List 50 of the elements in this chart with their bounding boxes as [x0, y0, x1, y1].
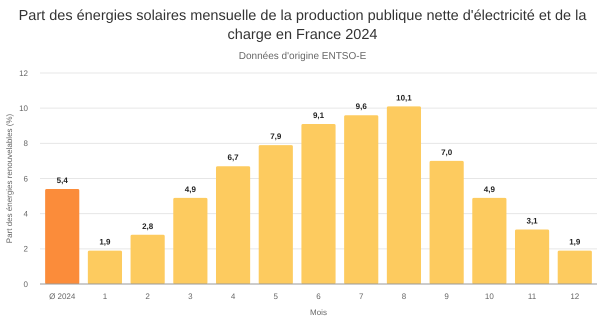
- x-tick-label: 7: [358, 292, 364, 301]
- x-axis-title: Mois: [310, 308, 327, 317]
- y-tick-label: 8: [24, 139, 29, 148]
- data-label: 6,7: [228, 153, 240, 162]
- bar: [88, 250, 122, 284]
- data-label: 4,9: [184, 184, 196, 194]
- bar: [472, 198, 506, 284]
- data-label: 3,1: [526, 216, 538, 226]
- y-axis-title: Part des énergies renouvelables (%): [5, 113, 14, 244]
- bar: [258, 145, 293, 284]
- bar: [216, 166, 250, 284]
- bar: [301, 124, 336, 284]
- x-tick-label: 6: [316, 292, 322, 301]
- y-tick-label: 4: [24, 209, 29, 218]
- data-label: 10,1: [396, 93, 412, 102]
- bar: [430, 160, 464, 284]
- x-tick-label: Ø 2024: [49, 292, 76, 301]
- x-tick-label: 2: [145, 292, 150, 301]
- bar: [45, 189, 80, 284]
- bar: [130, 234, 165, 284]
- x-tick-label: 1: [102, 292, 108, 301]
- x-tick-label: 3: [188, 292, 194, 301]
- y-tick-label: 0: [24, 280, 29, 289]
- y-tick-label: 10: [19, 104, 29, 113]
- x-tick-label: 12: [570, 292, 580, 301]
- y-tick-label: 6: [24, 174, 29, 184]
- data-label: 2,8: [142, 222, 154, 231]
- x-tick-label: 4: [230, 292, 236, 301]
- y-tick-label: 12: [19, 68, 29, 78]
- x-tick-label: 10: [484, 292, 494, 301]
- data-label: 5,4: [56, 176, 68, 186]
- bar: [558, 250, 592, 284]
- x-tick-label: 11: [528, 292, 537, 301]
- data-label: 4,9: [484, 184, 496, 194]
- bar: [173, 198, 208, 284]
- chart-subtitle: Données d'origine ENTSO-E: [238, 51, 367, 62]
- x-tick-label: 5: [274, 292, 279, 301]
- bar: [386, 106, 422, 284]
- data-label: 7,0: [441, 148, 453, 157]
- x-tick-label: 8: [402, 292, 407, 301]
- bar: [514, 229, 550, 284]
- bar: [344, 115, 378, 284]
- data-label: 1,9: [99, 238, 112, 247]
- y-tick-label: 2: [24, 244, 29, 254]
- x-tick-label: 9: [444, 292, 450, 301]
- data-label: 9,6: [356, 102, 368, 112]
- data-label: 1,9: [569, 238, 581, 247]
- data-label: 7,9: [270, 132, 282, 142]
- chart-title: Part des énergies solaires mensuelle de la production publique nette d'électricité et de la charge en France 2024: [18, 8, 588, 43]
- data-label: 9,1: [312, 110, 325, 120]
